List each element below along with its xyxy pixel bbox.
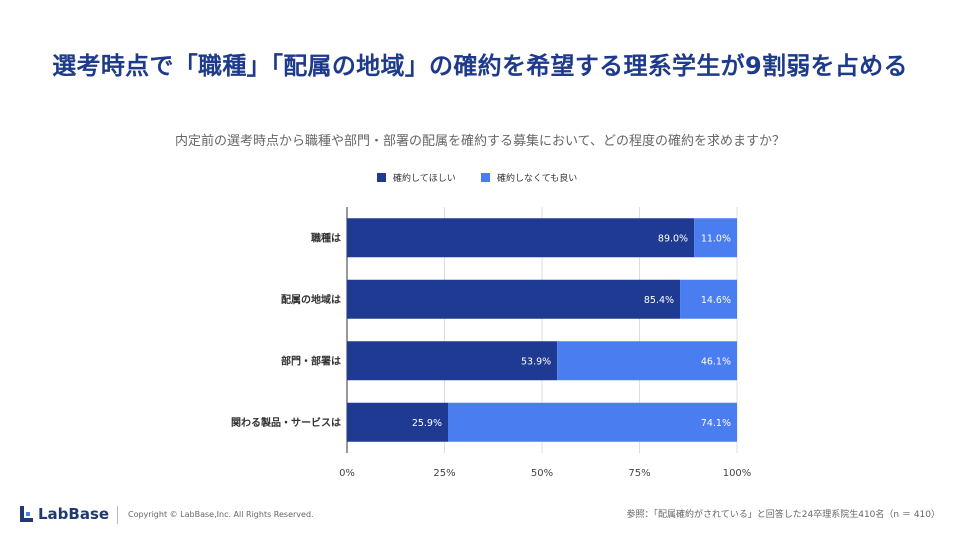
data-label: 89.0% (658, 233, 688, 244)
legend-label: 確約しなくても良い (497, 172, 577, 184)
data-label: 11.0% (701, 233, 731, 244)
copyright: Copyright © LabBase,Inc. All Rights Rese… (128, 510, 314, 519)
x-tick-label: 75% (628, 468, 650, 479)
x-tick-label: 0% (339, 468, 355, 479)
legend-swatch (481, 173, 490, 182)
data-label: 74.1% (701, 418, 731, 429)
x-tick-label: 25% (433, 468, 455, 479)
category-label: 職種は (311, 231, 341, 244)
bar-segment (694, 218, 737, 258)
bar-segment (347, 218, 695, 258)
footer-divider (117, 506, 118, 524)
category-label: 配属の地域は (281, 293, 341, 306)
bar-segment (347, 402, 449, 442)
bar-segment (448, 402, 737, 442)
bar-segment (347, 341, 558, 381)
bar-segment (347, 279, 681, 319)
data-label: 53.9% (521, 356, 551, 367)
legend-swatch (377, 173, 386, 182)
legend-label: 確約してほしい (393, 172, 456, 184)
headline: 選考時点で「職種」「配属の地域」の確約を希望する理系学生が9割弱を占める (52, 52, 908, 80)
source-note: 参照：「配属確約がされている」と回答した24卒理系院生410名（n ＝ 410） (626, 510, 940, 520)
bar-segment (557, 341, 737, 381)
survey-question: 内定前の選考時点から職種や部門・部署の配属を確約する募集において、どの程度の確約… (175, 134, 785, 149)
x-tick-label: 50% (531, 468, 553, 479)
logo-text: LabBase (38, 505, 110, 523)
category-label: 関わる製品・サービスは (231, 416, 341, 429)
x-tick-label: 100% (723, 468, 752, 479)
data-label: 25.9% (412, 418, 442, 429)
bar-segment (680, 279, 737, 319)
data-label: 14.6% (701, 295, 731, 306)
labbase-logo-icon (20, 506, 33, 522)
data-label: 46.1% (701, 356, 731, 367)
category-label: 部門・部署は (281, 354, 341, 367)
data-label: 85.4% (644, 295, 674, 306)
labbase-logo: LabBase (20, 505, 109, 523)
